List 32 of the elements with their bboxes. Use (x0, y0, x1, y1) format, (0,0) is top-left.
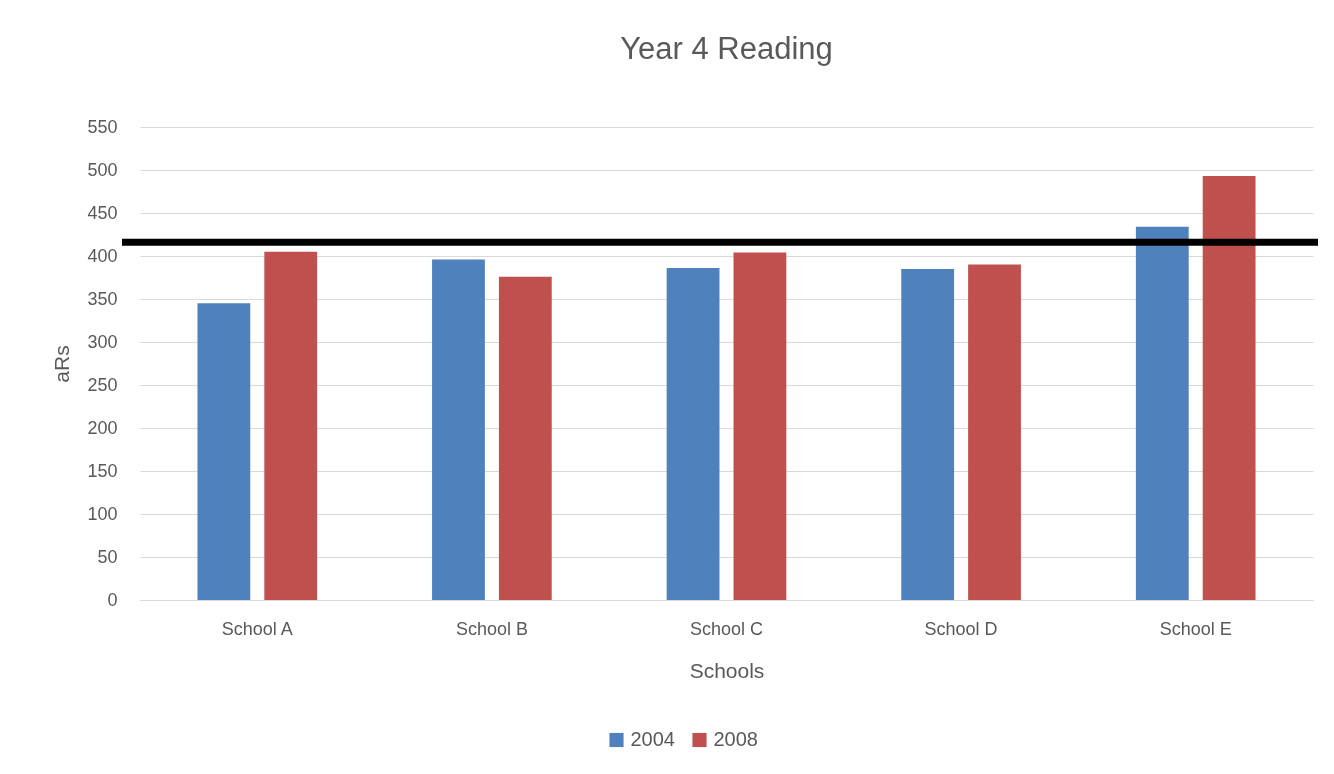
bar (901, 268, 955, 600)
bar (264, 251, 318, 600)
chart-title: Year 4 Reading (620, 31, 833, 66)
x-tick-label: School D (924, 618, 998, 639)
x-axis-title: Schools (689, 658, 765, 682)
legend-label: 2008 (713, 728, 758, 750)
y-tick-label: 350 (87, 288, 118, 309)
y-tick-label: 450 (87, 202, 118, 223)
y-tick-label: 550 (87, 116, 118, 137)
bar (968, 264, 1021, 600)
bar (197, 303, 251, 600)
x-tick-label: School B (455, 618, 528, 639)
y-tick-label: 0 (107, 589, 118, 610)
y-tick-label: 300 (87, 331, 118, 352)
bar (432, 259, 485, 600)
x-tick-label: School A (221, 618, 293, 639)
legend-label: 2004 (630, 728, 675, 750)
bar (1135, 226, 1189, 600)
x-tick-label: School C (689, 618, 764, 639)
y-tick-label: 400 (87, 245, 118, 266)
y-tick-label: 250 (87, 374, 118, 395)
bar (733, 252, 787, 600)
bar (498, 276, 552, 600)
y-tick-label: 150 (87, 460, 118, 481)
y-tick-label: 500 (87, 159, 118, 180)
bar (666, 268, 720, 600)
x-tick-label: School E (1159, 618, 1232, 639)
y-tick-label: 100 (87, 503, 118, 524)
y-tick-label: 50 (97, 546, 118, 567)
y-axis-title: aRs (50, 345, 74, 383)
y-tick-label: 200 (87, 417, 118, 438)
bar (1202, 176, 1256, 600)
